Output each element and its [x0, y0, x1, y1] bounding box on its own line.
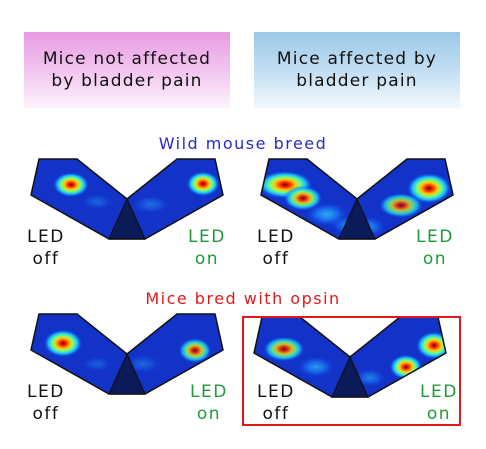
heatmap-opsin-not-affected — [27, 310, 227, 400]
heat-spot — [406, 172, 452, 204]
on-text: on — [422, 249, 447, 269]
header-affected-line2: bladder pain — [296, 71, 418, 91]
section-title-wild: Wild mouse breed — [158, 134, 328, 153]
led-on-label-4: LED on — [420, 381, 458, 425]
heatmap-opsin-affected — [250, 313, 450, 403]
heatmap-wild-affected — [257, 155, 457, 245]
led-on-label-2: LED on — [416, 226, 454, 270]
on-text: on — [426, 404, 451, 424]
heat-spot — [80, 193, 114, 211]
heat-spot — [283, 185, 323, 211]
highlight-box — [242, 316, 461, 426]
off-text: off — [32, 404, 60, 424]
section-title-opsin: Mice bred with opsin — [145, 289, 341, 308]
led-off-label-3: LED off — [27, 381, 65, 425]
led-text: LED — [257, 382, 295, 402]
led-text: LED — [257, 227, 295, 247]
off-text: off — [262, 249, 290, 269]
heat-spot — [80, 355, 114, 373]
heat-spot — [52, 172, 90, 198]
heat-spot — [186, 171, 220, 197]
off-text: off — [32, 249, 60, 269]
heat-spot — [296, 355, 336, 379]
heat-spot — [378, 192, 424, 218]
heat-spot — [43, 329, 83, 358]
heatmap-wild-not-affected — [27, 155, 227, 245]
led-text: LED — [27, 227, 65, 247]
heat-spot — [178, 337, 212, 364]
led-off-label-4: LED off — [257, 381, 295, 425]
header-not-affected: Mice not affected by bladder pain — [24, 32, 230, 108]
header-affected: Mice affected by bladder pain — [254, 32, 460, 108]
header-not-affected-line1: Mice not affected — [42, 49, 212, 69]
led-on-label-3: LED on — [190, 381, 228, 425]
led-text: LED — [27, 382, 65, 402]
heat-spot — [131, 194, 171, 215]
off-text: off — [262, 404, 290, 424]
on-text: on — [196, 404, 221, 424]
header-affected-line1: Mice affected by — [276, 49, 438, 69]
led-text: LED — [416, 227, 454, 247]
led-text: LED — [190, 382, 228, 402]
on-text: on — [194, 249, 219, 269]
led-text: LED — [420, 382, 458, 402]
led-off-label-1: LED off — [27, 226, 65, 270]
led-off-label-2: LED off — [257, 226, 295, 270]
led-text: LED — [188, 227, 226, 247]
header-not-affected-line2: by bladder pain — [51, 71, 203, 91]
led-on-label-1: LED on — [188, 226, 226, 270]
heat-spot — [263, 336, 305, 362]
